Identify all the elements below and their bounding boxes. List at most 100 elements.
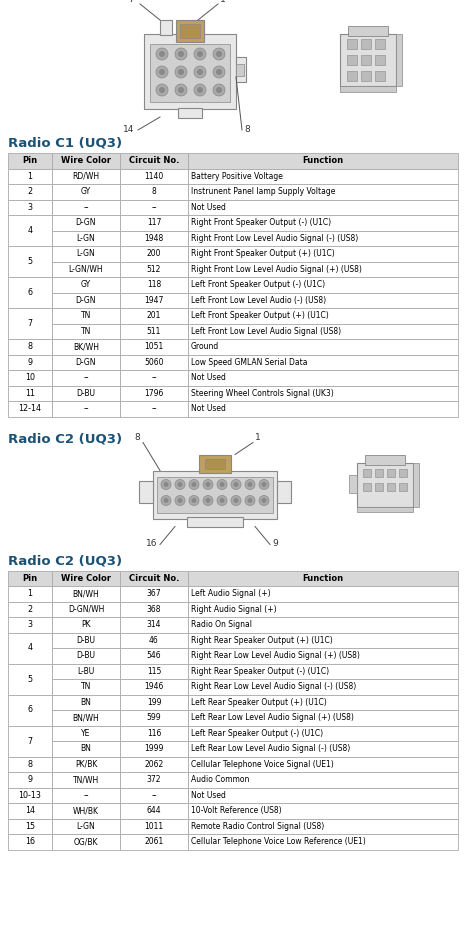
Bar: [8, 168, 52, 184]
Circle shape: [159, 87, 165, 93]
Bar: [188, 215, 458, 230]
Text: 199: 199: [147, 697, 161, 707]
Bar: [188, 184, 458, 200]
Text: BK/WH: BK/WH: [73, 342, 99, 352]
Bar: [120, 386, 188, 401]
Bar: [120, 663, 188, 679]
Bar: [8, 601, 52, 617]
Circle shape: [191, 498, 197, 503]
Bar: [188, 168, 458, 184]
Bar: [52, 386, 120, 401]
Text: TN: TN: [81, 683, 91, 691]
Text: 201: 201: [147, 311, 161, 320]
Text: 599: 599: [146, 713, 161, 722]
Bar: [188, 787, 458, 803]
Bar: [8, 277, 52, 308]
Bar: [52, 617, 120, 633]
Bar: [52, 586, 120, 601]
Circle shape: [247, 482, 253, 487]
Bar: [8, 695, 52, 725]
Bar: [120, 834, 188, 849]
Text: PK/BK: PK/BK: [75, 759, 97, 769]
Text: L-GN: L-GN: [77, 234, 95, 242]
Text: Right Front Low Level Audio Signal (+) (US8): Right Front Low Level Audio Signal (+) (…: [191, 265, 362, 274]
Bar: [188, 725, 458, 741]
Text: Radio On Signal: Radio On Signal: [191, 621, 252, 629]
Text: 7: 7: [27, 319, 33, 328]
Bar: [52, 354, 120, 370]
Bar: [187, 516, 243, 526]
Text: --: --: [151, 374, 157, 382]
Bar: [150, 44, 230, 102]
Bar: [120, 339, 188, 354]
Bar: [188, 695, 458, 710]
Text: Right Audio Signal (+): Right Audio Signal (+): [191, 605, 277, 614]
Text: Right Rear Speaker Output (-) (U1C): Right Rear Speaker Output (-) (U1C): [191, 667, 329, 676]
Text: 10: 10: [25, 374, 35, 382]
Bar: [188, 200, 458, 215]
Bar: [365, 454, 405, 464]
Text: 512: 512: [147, 265, 161, 274]
Bar: [413, 462, 419, 507]
Bar: [347, 55, 357, 65]
Circle shape: [175, 66, 187, 78]
Text: TN: TN: [81, 311, 91, 320]
Circle shape: [159, 69, 165, 75]
Circle shape: [156, 48, 168, 60]
Bar: [357, 462, 413, 507]
Text: 200: 200: [147, 249, 161, 258]
Text: 14: 14: [123, 125, 134, 134]
Bar: [375, 468, 383, 476]
Bar: [8, 246, 52, 277]
Text: --: --: [151, 791, 157, 800]
Circle shape: [216, 69, 222, 75]
Bar: [188, 617, 458, 633]
Bar: [188, 277, 458, 292]
Bar: [52, 215, 120, 230]
Circle shape: [213, 48, 225, 60]
Text: BN: BN: [81, 745, 91, 753]
Bar: [120, 153, 188, 168]
Circle shape: [213, 84, 225, 96]
Bar: [120, 308, 188, 324]
Bar: [8, 819, 52, 834]
Text: Right Rear Speaker Output (+) (U1C): Right Rear Speaker Output (+) (U1C): [191, 635, 333, 645]
Bar: [52, 200, 120, 215]
Text: 8: 8: [244, 125, 250, 134]
Circle shape: [197, 69, 203, 75]
Circle shape: [234, 498, 238, 503]
Bar: [8, 834, 52, 849]
Text: 546: 546: [146, 651, 161, 660]
Text: --: --: [151, 404, 157, 413]
Text: 4: 4: [27, 644, 33, 652]
Circle shape: [231, 479, 241, 489]
Bar: [8, 200, 52, 215]
Bar: [8, 339, 52, 354]
Bar: [8, 617, 52, 633]
Circle shape: [197, 51, 203, 57]
Circle shape: [203, 479, 213, 489]
Bar: [236, 64, 244, 76]
Bar: [347, 71, 357, 81]
Bar: [52, 153, 120, 168]
Bar: [347, 39, 357, 49]
Circle shape: [194, 84, 206, 96]
Circle shape: [217, 496, 227, 505]
Bar: [52, 803, 120, 819]
Bar: [120, 617, 188, 633]
Text: 1: 1: [220, 0, 226, 4]
Bar: [340, 34, 396, 86]
Bar: [120, 757, 188, 772]
Text: D-BU: D-BU: [76, 635, 95, 645]
Circle shape: [213, 66, 225, 78]
Bar: [8, 571, 52, 586]
Circle shape: [177, 498, 182, 503]
Bar: [348, 26, 388, 36]
Bar: [340, 86, 396, 92]
Bar: [120, 772, 188, 787]
Bar: [120, 741, 188, 757]
Text: 116: 116: [147, 729, 161, 738]
Bar: [188, 601, 458, 617]
Bar: [199, 454, 231, 473]
Bar: [399, 483, 407, 490]
